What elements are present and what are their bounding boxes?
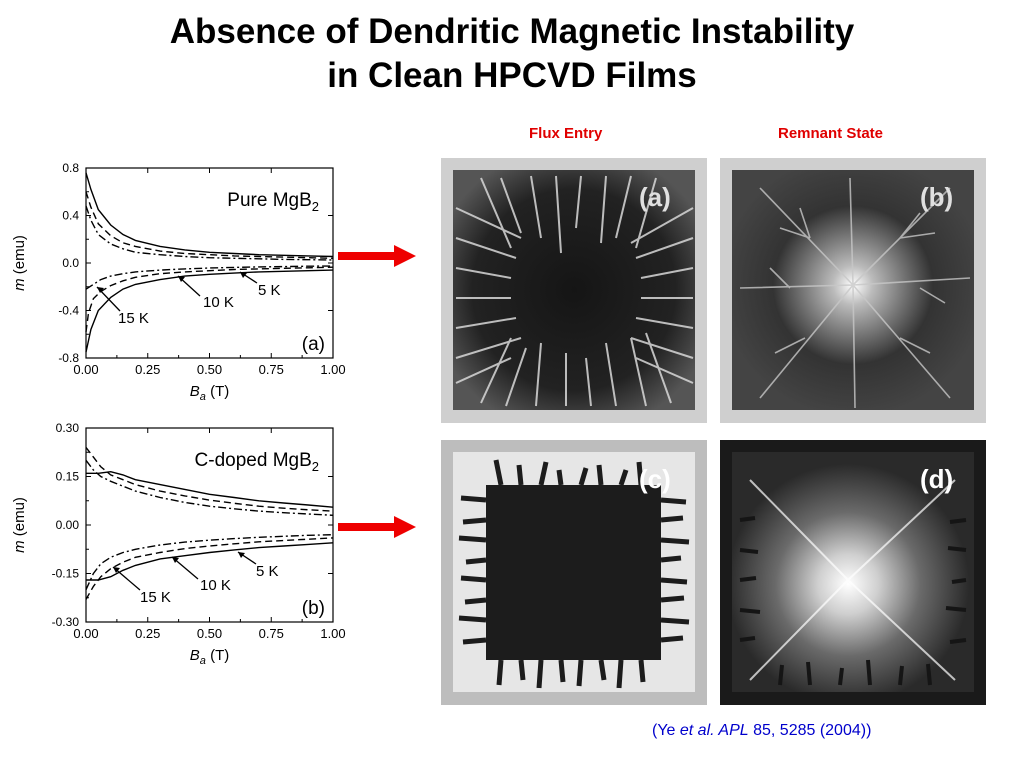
mo-image-c: (c) bbox=[441, 440, 707, 705]
title-line-1: Absence of Dendritic Magnetic Instabilit… bbox=[169, 12, 855, 51]
chart-c-doped-mgb2: 0.00 0.25 0.50 0.75 1.00 -0.30 -0.15 0.00 0.15 0.… bbox=[0, 412, 350, 679]
dendrite-image-icon: (b) bbox=[720, 158, 986, 423]
y-axis-label: m (emu) bbox=[11, 235, 28, 291]
citation-journal: et al. APL bbox=[679, 722, 749, 739]
mo-image-a: (a) bbox=[441, 158, 707, 423]
y-tick-label: 0.15 bbox=[56, 470, 80, 484]
arrow-right-icon bbox=[338, 516, 418, 543]
chart-panel-label: (b) bbox=[302, 598, 325, 619]
column-label-remnant-state: Remnant State bbox=[778, 125, 884, 142]
citation-open: (Ye bbox=[652, 722, 680, 739]
column-label-flux-entry: Flux Entry bbox=[529, 125, 603, 142]
y-tick-label: 0.0 bbox=[62, 256, 79, 270]
x-tick-label: 0.00 bbox=[73, 626, 98, 641]
chart-title: Pure MgB2 bbox=[227, 190, 319, 214]
y-axis-label: m (emu) bbox=[11, 497, 28, 553]
y-tick-label: -0.15 bbox=[52, 567, 80, 581]
annotation-label: 15 K bbox=[140, 589, 171, 606]
x-tick-label: 0.50 bbox=[197, 626, 222, 641]
dendrite-image-icon: (a) bbox=[441, 158, 707, 423]
x-tick-label: 0.25 bbox=[135, 362, 160, 377]
x-tick-label: 1.00 bbox=[320, 362, 345, 377]
y-tick-label: -0.4 bbox=[58, 304, 79, 318]
x-axis-label: Ba (T) bbox=[190, 383, 229, 403]
x-tick-label: 0.00 bbox=[73, 362, 98, 377]
annotation-arrowhead bbox=[240, 272, 247, 278]
y-tick-label: 0.4 bbox=[62, 209, 79, 223]
series-line-10k-lower bbox=[85, 266, 334, 332]
mo-image-b: (b) bbox=[720, 158, 986, 423]
annotation-label: 5 K bbox=[256, 563, 279, 580]
panel-label-d: (d) bbox=[920, 464, 953, 494]
annotation-arrowhead bbox=[178, 276, 185, 282]
series-line-15k-lower bbox=[86, 542, 334, 581]
annotation-arrowhead bbox=[113, 567, 120, 573]
series-line-10k-upper bbox=[85, 191, 334, 259]
chart-pure-mgb2: 0.00 0.25 0.50 0.75 1.00 -0.8 -0.4 0.0 0.4 0.8 Ba … bbox=[0, 150, 350, 415]
panel-label-a: (a) bbox=[639, 182, 671, 212]
x-tick-label: 0.50 bbox=[197, 362, 222, 377]
panel-label-b: (b) bbox=[920, 182, 953, 212]
annotation-label: 5 K bbox=[258, 282, 281, 299]
annotation-arrowhead bbox=[172, 557, 179, 563]
x-tick-label: 0.25 bbox=[135, 626, 160, 641]
slide-title: Absence of Dendritic Magnetic Instabilit… bbox=[0, 10, 1024, 98]
y-tick-label: 0.8 bbox=[62, 161, 79, 175]
x-tick-label: 0.75 bbox=[259, 362, 284, 377]
y-tick-label: -0.8 bbox=[58, 351, 79, 365]
y-tick-label: 0.00 bbox=[56, 518, 80, 532]
chart-svg-a: 0.00 0.25 0.50 0.75 1.00 -0.8 -0.4 0.0 0.4 0.8 Ba … bbox=[11, 161, 346, 403]
annotation-label: 15 K bbox=[118, 310, 149, 327]
annotation-label: 10 K bbox=[200, 577, 231, 594]
series-line-10k-upper bbox=[85, 446, 334, 512]
chart-svg-b: 0.00 0.25 0.50 0.75 1.00 -0.30 -0.15 0.00 0.15 0.… bbox=[11, 421, 346, 667]
citation: (Ye et al. APL 85, 5285 (2004)) bbox=[652, 722, 871, 740]
x-tick-label: 1.00 bbox=[320, 626, 345, 641]
x-axis-label: Ba (T) bbox=[190, 647, 229, 667]
series-line-10k-lower bbox=[85, 537, 334, 600]
y-tick-label: 0.30 bbox=[56, 421, 80, 435]
chart-title: C-doped MgB2 bbox=[195, 450, 319, 474]
chart-panel-label: (a) bbox=[302, 334, 325, 355]
series-line-5k-lower bbox=[85, 534, 334, 590]
title-line-2: in Clean HPCVD Films bbox=[327, 56, 697, 95]
annotation-arrowhead bbox=[238, 552, 245, 558]
annotation-label: 10 K bbox=[203, 294, 234, 311]
annotation-arrowhead bbox=[97, 287, 104, 293]
citation-rest: 85, 5285 (2004)) bbox=[748, 722, 872, 739]
series-line-5k-upper bbox=[85, 205, 334, 261]
series-line-15k-lower bbox=[85, 269, 334, 353]
y-tick-label: -0.30 bbox=[52, 615, 80, 629]
mo-image-d: (d) bbox=[720, 440, 986, 705]
x-tick-label: 0.75 bbox=[259, 626, 284, 641]
arrow-right-icon bbox=[338, 245, 418, 272]
panel-label-c: (c) bbox=[639, 464, 671, 494]
series-line-5k-lower bbox=[85, 265, 334, 290]
series-line-5k-upper bbox=[85, 459, 334, 516]
series-line-15k-upper bbox=[86, 470, 334, 508]
series-line-15k-upper bbox=[85, 172, 334, 258]
remnant-flux-image-icon: (d) bbox=[720, 440, 986, 705]
flux-front-image-icon: (c) bbox=[441, 440, 707, 705]
